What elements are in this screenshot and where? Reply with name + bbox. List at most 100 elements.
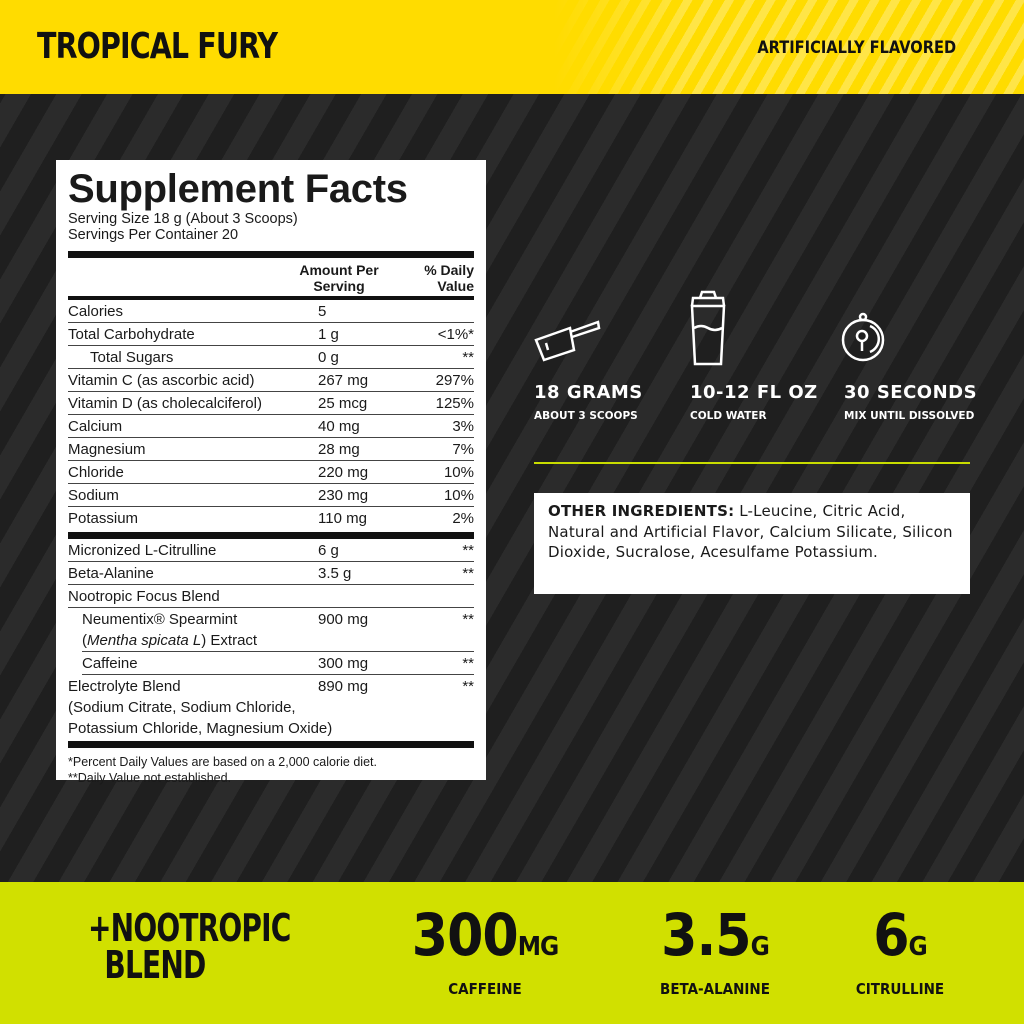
divider-thick bbox=[68, 741, 474, 748]
table-row: Total Carbohydrate 1 g <1%* bbox=[68, 323, 474, 346]
flavor-note: ARTIFICIALLY FLAVORED bbox=[757, 38, 956, 58]
row-dv: 3% bbox=[452, 418, 474, 435]
facts-title: Supplement Facts bbox=[68, 167, 408, 211]
highlight-bar: +NOOTROPIC BLEND 300MG CAFFEINE 3.5G BETA-A… bbox=[0, 882, 1024, 1024]
row-amount: 0 g bbox=[318, 349, 339, 366]
other-ingredients-label: OTHER INGREDIENTS: bbox=[548, 502, 735, 520]
row-name: Micronized L-Citrulline bbox=[68, 542, 217, 559]
row-dv: ** bbox=[462, 655, 474, 672]
stat-caffeine: 300MG CAFFEINE bbox=[400, 904, 570, 998]
row-amount: 25 mcg bbox=[318, 395, 368, 412]
stat-beta-alanine: 3.5G BETA-ALANINE bbox=[650, 904, 780, 998]
row-amount: 900 mg bbox=[318, 611, 369, 628]
direction-subtitle: MIX UNTIL DISSOLVED bbox=[844, 410, 975, 422]
row-name: Sodium bbox=[68, 487, 119, 504]
stat-label: BETA-ALANINE bbox=[660, 980, 770, 998]
stripe-decoration bbox=[554, 0, 1024, 94]
direction-subtitle: ABOUT 3 SCOOPS bbox=[534, 410, 638, 422]
table-row: Vitamin C (as ascorbic acid) 267 mg 297% bbox=[68, 369, 474, 392]
row-dv: ** bbox=[462, 611, 474, 628]
row-dv bbox=[428, 301, 474, 322]
stat-value: 6 bbox=[873, 901, 909, 969]
stat-citrulline: 6G CITRULLINE bbox=[850, 904, 950, 998]
row-amount: 40 mg bbox=[318, 418, 360, 435]
row-name: Neumentix® Spearmint bbox=[82, 611, 238, 628]
table-row: Beta-Alanine 3.5 g ** bbox=[68, 562, 474, 585]
row-dv: 125% bbox=[435, 395, 474, 412]
table-row: Nootropic Focus Blend bbox=[68, 585, 474, 608]
row-amount: 6 g bbox=[318, 542, 339, 559]
row-amount: 5 bbox=[318, 303, 327, 320]
row-amount: 3.5 g bbox=[318, 565, 352, 582]
row-name: Chloride bbox=[68, 464, 124, 481]
row-amount: 1 g bbox=[318, 326, 339, 343]
row-dv: 7% bbox=[452, 441, 474, 458]
row-dv: 10% bbox=[443, 487, 474, 504]
row-name: Vitamin D (as cholecalciferol) bbox=[68, 395, 262, 412]
table-row: Electrolyte Blend (Sodium Citrate, Sodium… bbox=[68, 675, 474, 739]
table-row: Chloride 220 mg 10% bbox=[68, 461, 474, 484]
scoop-icon bbox=[534, 320, 601, 362]
footnotes: *Percent Daily Values are based on a 2,0… bbox=[68, 754, 474, 786]
blend-line-2: BLEND bbox=[104, 943, 206, 987]
row-name: Caffeine bbox=[82, 655, 138, 672]
row-name: Magnesium bbox=[68, 441, 146, 458]
table-row: Micronized L-Citrulline 6 g ** bbox=[68, 539, 474, 562]
row-amount: 300 mg bbox=[318, 655, 369, 672]
flavor-name: TROPICAL FURY bbox=[37, 26, 278, 67]
row-amount: 110 mg bbox=[318, 510, 367, 527]
stopwatch-icon bbox=[841, 312, 885, 362]
stat-label: CAFFEINE bbox=[448, 980, 522, 998]
other-ingredients: OTHER INGREDIENTS: L-Leucine, Citric Aci… bbox=[534, 493, 970, 594]
row-name: Beta-Alanine bbox=[68, 565, 154, 582]
serving-size: Serving Size 18 g (About 3 Scoops) bbox=[68, 211, 298, 227]
stat-unit: G bbox=[750, 932, 770, 962]
nutrient-list: Calories 5 Total Carbohydrate 1 g <1%* Total … bbox=[68, 300, 474, 530]
row-name: Total Carbohydrate bbox=[68, 326, 195, 343]
shaker-icon bbox=[690, 290, 726, 366]
direction-title: 10-12 FL OZ bbox=[690, 382, 818, 403]
col-amount-2: Serving bbox=[313, 278, 365, 294]
direction-subtitle: COLD WATER bbox=[690, 410, 767, 422]
row-dv: 2% bbox=[452, 510, 474, 527]
row-name-paren: ( bbox=[82, 632, 87, 649]
facts-column-header: Amount Per Serving % Daily Value bbox=[68, 258, 474, 300]
row-name: Nootropic Focus Blend bbox=[68, 588, 220, 605]
row-dv: 10% bbox=[443, 464, 474, 481]
footnote: **Daily Value not established. bbox=[68, 771, 232, 785]
header-banner: TROPICAL FURY ARTIFICIALLY FLAVORED bbox=[0, 0, 1024, 94]
row-name: Potassium bbox=[68, 510, 139, 527]
row-dv: 297% bbox=[435, 372, 474, 389]
nootropic-blend-badge: +NOOTROPIC BLEND bbox=[88, 906, 291, 987]
row-dv: ** bbox=[462, 565, 474, 582]
row-name: Calories bbox=[68, 303, 124, 320]
row-name: Electrolyte Blend bbox=[68, 678, 181, 695]
row-name: Vitamin C (as ascorbic acid) bbox=[68, 372, 255, 389]
table-row: Potassium 110 mg 2% bbox=[68, 507, 474, 530]
col-dv: % Daily bbox=[424, 262, 474, 278]
row-name: Calcium bbox=[68, 418, 123, 435]
stat-unit: G bbox=[908, 932, 928, 962]
row-name-suffix: ) Extract bbox=[201, 632, 258, 649]
stat-value: 3.5 bbox=[661, 901, 751, 969]
stat-unit: MG bbox=[517, 932, 559, 962]
divider-thick bbox=[68, 251, 474, 258]
row-dv: ** bbox=[462, 678, 474, 695]
row-dv: ** bbox=[462, 349, 474, 366]
row-amount: 267 mg bbox=[318, 372, 369, 389]
table-row: Sodium 230 mg 10% bbox=[68, 484, 474, 507]
blend-line-1: +NOOTROPIC bbox=[88, 906, 291, 950]
table-row: Neumentix® Spearmint (Mentha spicata L) E… bbox=[82, 608, 474, 652]
col-amount: Amount Per bbox=[299, 262, 379, 278]
table-row: Caffeine 300 mg ** bbox=[82, 652, 474, 675]
row-name-latin: Mentha spicata L bbox=[87, 632, 202, 649]
row-amount: 890 mg bbox=[318, 678, 369, 695]
servings-per-container: Servings Per Container 20 bbox=[68, 227, 239, 243]
row-name-3: Potassium Chloride, Magnesium Oxide) bbox=[68, 720, 333, 737]
direction-title: 18 GRAMS bbox=[534, 382, 643, 403]
footnote: *Percent Daily Values are based on a 2,0… bbox=[68, 755, 377, 769]
row-amount: 28 mg bbox=[318, 441, 360, 458]
col-dv-2: Value bbox=[437, 278, 474, 294]
divider-thick bbox=[68, 532, 474, 539]
stat-label: CITRULLINE bbox=[855, 980, 945, 998]
